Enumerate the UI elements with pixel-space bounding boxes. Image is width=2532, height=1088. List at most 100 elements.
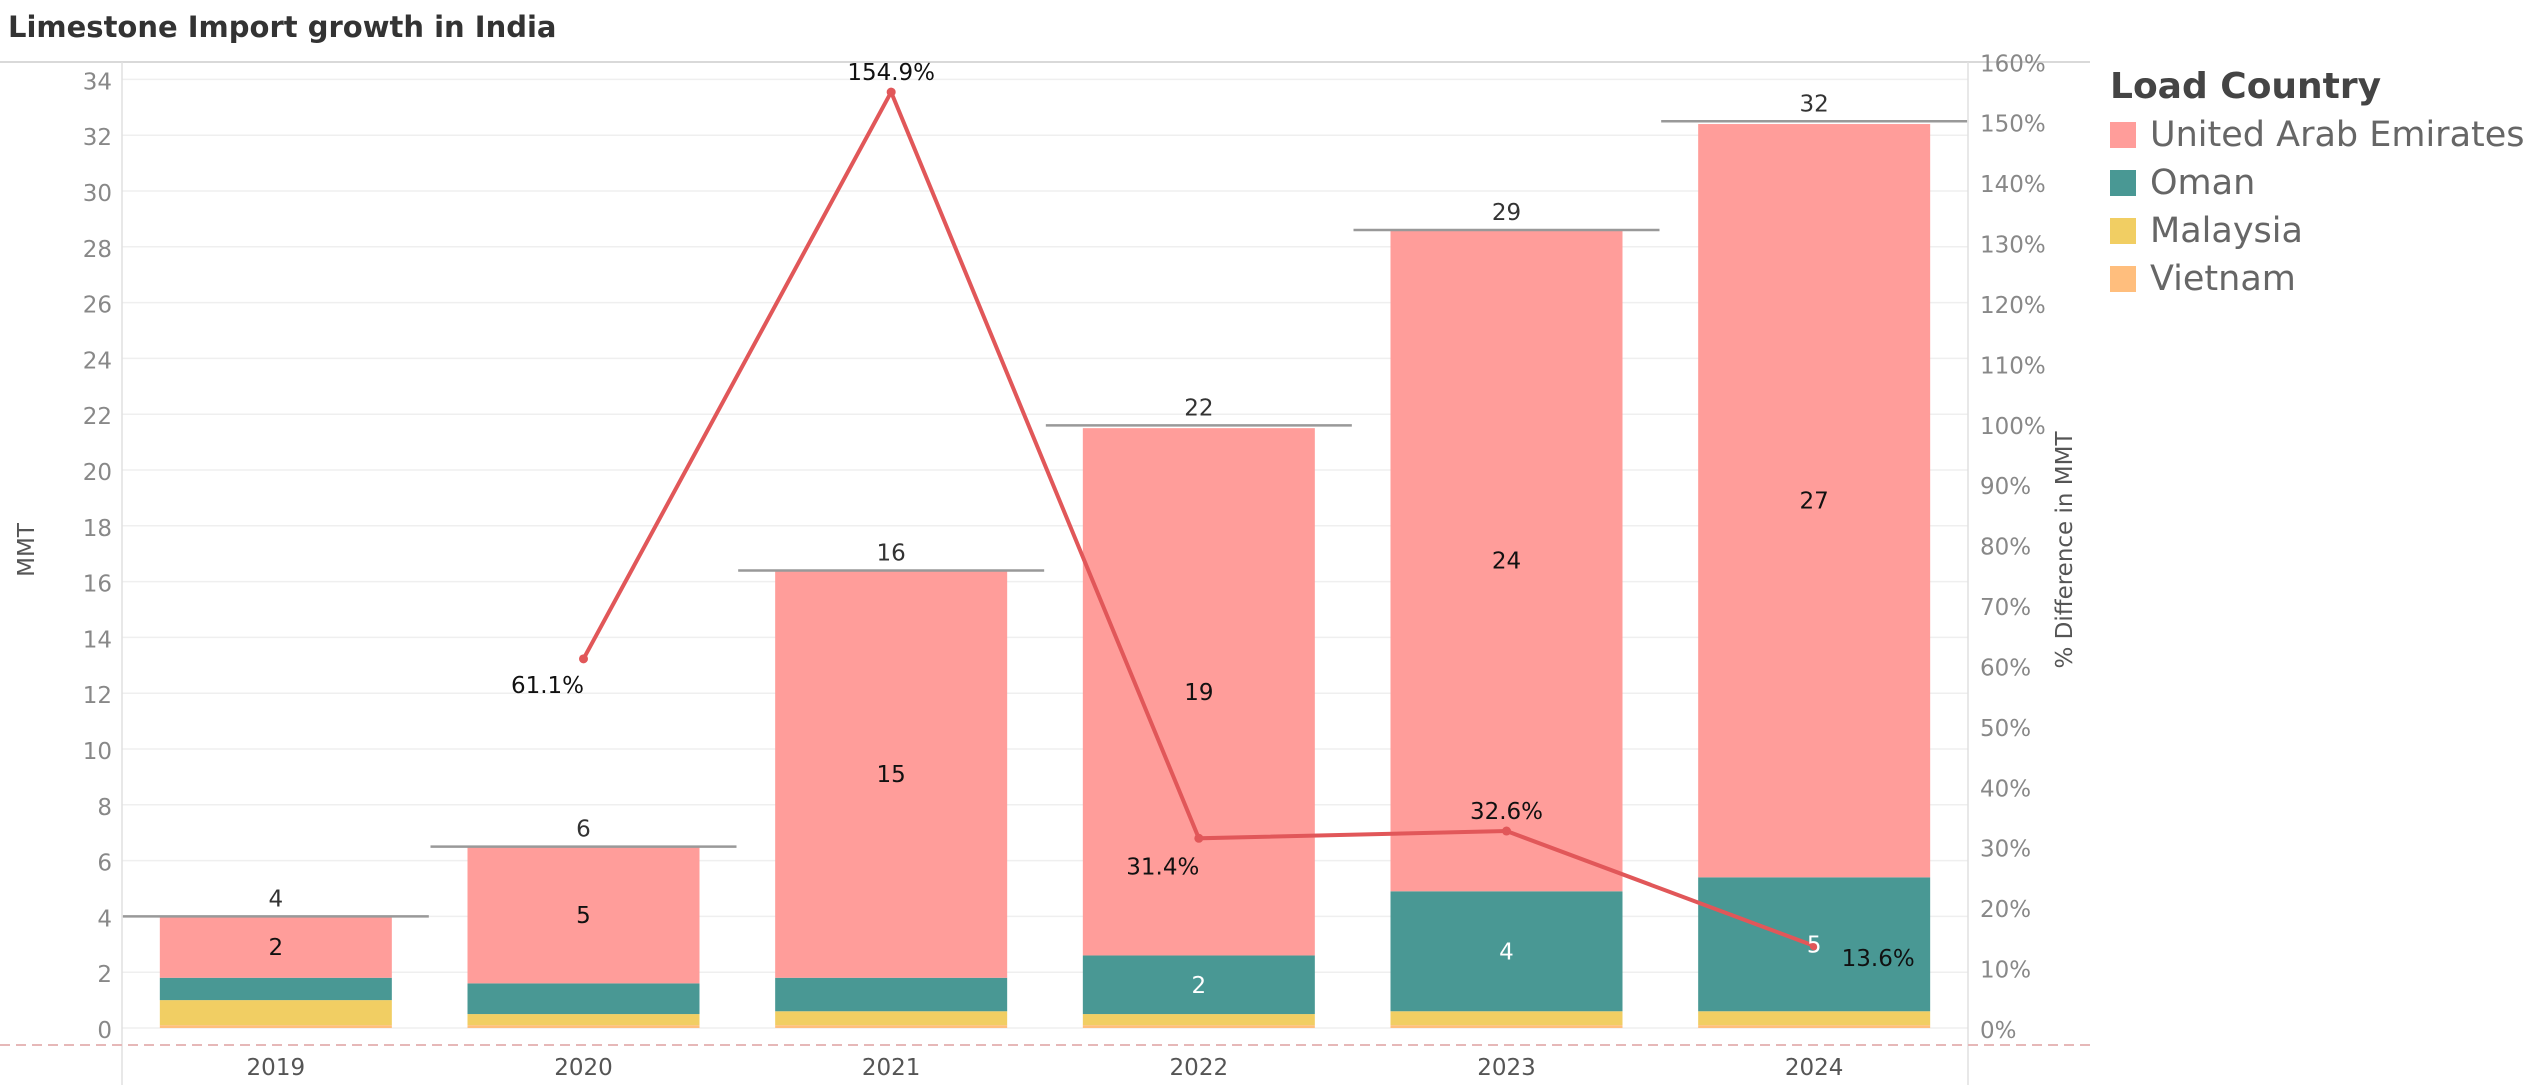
- y2-tick-label: 90%: [1980, 474, 2031, 500]
- segment-value-label: 24: [1492, 549, 1521, 575]
- legend-label: Malaysia: [2150, 211, 2303, 251]
- legend-title: Load Country: [2110, 66, 2382, 107]
- y-tick-label: 30: [83, 181, 112, 207]
- bar-segment-oman[interactable]: [775, 977, 1008, 1012]
- total-label: 22: [1184, 395, 1213, 421]
- total-label: 6: [576, 817, 591, 843]
- bar-segment-vietnam[interactable]: [1082, 1025, 1315, 1028]
- bar-segment-united-arab-emirates[interactable]: [1082, 428, 1315, 956]
- y-tick-label: 0: [97, 1018, 112, 1044]
- bar-segment-malaysia[interactable]: [1390, 1011, 1623, 1026]
- x-tick-label: 2021: [862, 1055, 921, 1081]
- y-tick-label: 26: [83, 293, 112, 319]
- x-tick-label: 2023: [1477, 1055, 1536, 1081]
- segment-value-label: 27: [1800, 489, 1829, 515]
- bar-segment-malaysia[interactable]: [1082, 1014, 1315, 1026]
- x-tick-label: 2020: [554, 1055, 613, 1081]
- bar-segment-oman[interactable]: [1082, 955, 1315, 1015]
- growth-label: 154.9%: [847, 60, 935, 86]
- y-tick-label: 22: [83, 404, 112, 430]
- x-tick-label: 2019: [247, 1055, 306, 1081]
- bar-segment-united-arab-emirates[interactable]: [1698, 124, 1931, 878]
- y-tick-label: 8: [97, 795, 112, 821]
- total-label: 32: [1800, 91, 1829, 117]
- bar-segment-vietnam[interactable]: [1698, 1025, 1931, 1028]
- legend-swatch: [2110, 170, 2136, 196]
- bar-segment-malaysia[interactable]: [159, 1000, 392, 1026]
- y-tick-label: 2: [97, 962, 112, 988]
- y-tick-label: 20: [83, 460, 112, 486]
- y2-tick-label: 30%: [1980, 837, 2031, 863]
- segment-value-label: 5: [1807, 932, 1822, 958]
- total-label: 29: [1492, 200, 1521, 226]
- data-labels: 2456151621922424295273261.1%154.9%31.4%3…: [269, 60, 1915, 999]
- legend-label: United Arab Emirates: [2150, 115, 2525, 155]
- growth-point[interactable]: [886, 87, 896, 97]
- bar-segment-vietnam[interactable]: [775, 1025, 1008, 1028]
- bar-segment-united-arab-emirates[interactable]: [775, 570, 1008, 978]
- axes: 02468101214161820222426283032340%10%20%3…: [0, 51, 2090, 1085]
- growth-point[interactable]: [1194, 833, 1204, 843]
- y2-tick-label: 0%: [1980, 1018, 2017, 1044]
- x-tick-label: 2024: [1785, 1055, 1844, 1081]
- y-tick-label: 4: [97, 906, 112, 932]
- legend-swatch: [2110, 122, 2136, 148]
- legend-item[interactable]: United Arab Emirates: [2110, 111, 2525, 159]
- growth-label: 31.4%: [1126, 854, 1199, 880]
- bar-segment-vietnam[interactable]: [467, 1025, 700, 1028]
- y-tick-label: 14: [83, 627, 112, 653]
- bar-segment-oman[interactable]: [1390, 891, 1623, 1012]
- chart-title: Limestone Import growth in India: [8, 10, 557, 44]
- bar-segment-malaysia[interactable]: [467, 1014, 700, 1026]
- bars[interactable]: [122, 120, 1968, 1028]
- bar-segment-oman[interactable]: [159, 977, 392, 1001]
- y-tick-label: 28: [83, 237, 112, 263]
- bar-segment-oman[interactable]: [467, 983, 700, 1015]
- y-tick-label: 6: [97, 851, 112, 877]
- y-tick-label: 34: [83, 69, 112, 95]
- y2-tick-label: 60%: [1980, 655, 2031, 681]
- segment-value-label: 5: [576, 903, 591, 929]
- bar-segment-vietnam[interactable]: [1390, 1025, 1623, 1028]
- bar-segment-malaysia[interactable]: [775, 1011, 1008, 1026]
- bar-segment-vietnam[interactable]: [159, 1025, 392, 1028]
- legend-item[interactable]: Vietnam: [2110, 255, 2525, 303]
- y2-tick-label: 100%: [1980, 414, 2046, 440]
- bar-segment-malaysia[interactable]: [1698, 1011, 1931, 1026]
- legend-item[interactable]: Oman: [2110, 159, 2525, 207]
- y2-tick-label: 40%: [1980, 776, 2031, 802]
- y-tick-label: 10: [83, 739, 112, 765]
- legend-item[interactable]: Malaysia: [2110, 207, 2525, 255]
- growth-label: 13.6%: [1842, 946, 1915, 972]
- legend[interactable]: Load Country United Arab Emirates Oman Mal…: [2110, 66, 2525, 303]
- legend-label: Oman: [2150, 163, 2256, 203]
- y2-tick-label: 110%: [1980, 353, 2046, 379]
- y2-tick-label: 120%: [1980, 293, 2046, 319]
- bar-segment-united-arab-emirates[interactable]: [1390, 230, 1623, 892]
- growth-line[interactable]: [579, 87, 1819, 951]
- y2-tick-label: 140%: [1980, 172, 2046, 198]
- x-tick-label: 2022: [1170, 1055, 1229, 1081]
- total-label: 16: [877, 540, 906, 566]
- growth-point[interactable]: [1809, 941, 1819, 951]
- y-tick-label: 12: [83, 683, 112, 709]
- y-tick-label: 32: [83, 125, 112, 151]
- y2-tick-label: 80%: [1980, 535, 2031, 561]
- y2-axis-title: % Difference in MMT: [2052, 431, 2078, 669]
- segment-value-label: 15: [877, 762, 906, 788]
- legend-swatch: [2110, 218, 2136, 244]
- legend-items: United Arab Emirates Oman Malaysia Vietnam: [2110, 111, 2525, 303]
- y2-tick-label: 160%: [1980, 51, 2046, 77]
- bar-segment-united-arab-emirates[interactable]: [467, 846, 700, 984]
- y-axis-title: MMT: [14, 522, 40, 577]
- segment-value-label: 2: [269, 935, 284, 961]
- segment-value-label: 19: [1184, 680, 1213, 706]
- y-tick-label: 18: [83, 516, 112, 542]
- growth-point[interactable]: [1502, 826, 1511, 836]
- growth-point[interactable]: [579, 654, 588, 664]
- y-tick-label: 16: [83, 572, 112, 598]
- bar-segment-united-arab-emirates[interactable]: [159, 916, 392, 978]
- y2-tick-label: 70%: [1980, 595, 2031, 621]
- y2-tick-label: 130%: [1980, 233, 2046, 259]
- total-label: 4: [269, 886, 284, 912]
